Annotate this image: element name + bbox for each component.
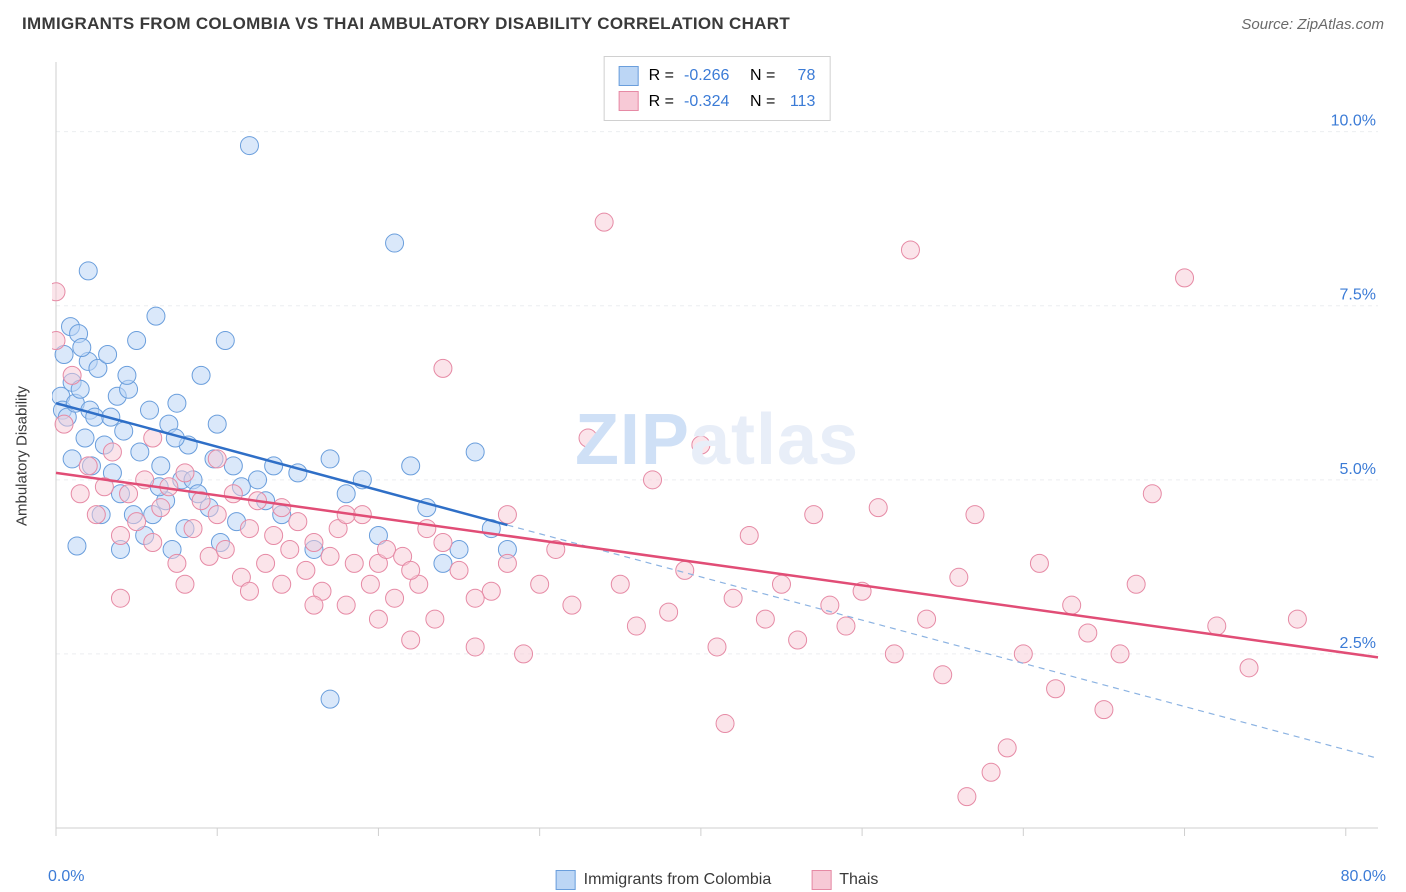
stats-row-thais: R = -0.324 N = 113 <box>619 89 816 115</box>
r-value-colombia: -0.266 <box>684 63 740 89</box>
n-label: N = <box>750 63 775 89</box>
swatch-colombia-icon <box>556 870 576 890</box>
n-label: N = <box>750 89 775 115</box>
svg-text:10.0%: 10.0% <box>1331 113 1376 130</box>
swatch-thais-icon <box>811 870 831 890</box>
svg-text:5.0%: 5.0% <box>1340 461 1376 478</box>
source-prefix: Source: <box>1241 16 1297 33</box>
svg-text:2.5%: 2.5% <box>1340 635 1376 652</box>
x-axis-min-label: 0.0% <box>48 868 84 886</box>
r-label: R = <box>649 89 674 115</box>
legend-label-thais: Thais <box>839 871 878 889</box>
svg-text:7.5%: 7.5% <box>1340 287 1376 304</box>
legend-item-colombia: Immigrants from Colombia <box>556 870 772 890</box>
stats-legend: R = -0.266 N = 78 R = -0.324 N = 113 <box>604 56 831 121</box>
source-name: ZipAtlas.com <box>1297 16 1384 33</box>
scatter-plot: 2.5% 5.0% 7.5% 10.0% <box>52 56 1382 856</box>
chart-header: IMMIGRANTS FROM COLOMBIA VS THAI AMBULAT… <box>0 0 1406 42</box>
stats-row-colombia: R = -0.266 N = 78 <box>619 63 816 89</box>
swatch-thais <box>619 91 639 111</box>
swatch-colombia <box>619 66 639 86</box>
y-axis-label: Ambulatory Disability <box>14 386 31 526</box>
x-axis-max-label: 80.0% <box>1341 868 1386 886</box>
chart-container: Ambulatory Disability 2.5%5.0%7.5%10.0% … <box>52 56 1382 856</box>
r-label: R = <box>649 63 674 89</box>
chart-title: IMMIGRANTS FROM COLOMBIA VS THAI AMBULAT… <box>22 14 790 34</box>
r-value-thais: -0.324 <box>684 89 740 115</box>
legend-label-colombia: Immigrants from Colombia <box>584 871 772 889</box>
n-value-thais: 113 <box>785 89 815 115</box>
n-value-colombia: 78 <box>785 63 815 89</box>
source-attribution: Source: ZipAtlas.com <box>1241 16 1384 33</box>
series-legend: Immigrants from Colombia Thais <box>556 870 879 890</box>
legend-item-thais: Thais <box>811 870 878 890</box>
